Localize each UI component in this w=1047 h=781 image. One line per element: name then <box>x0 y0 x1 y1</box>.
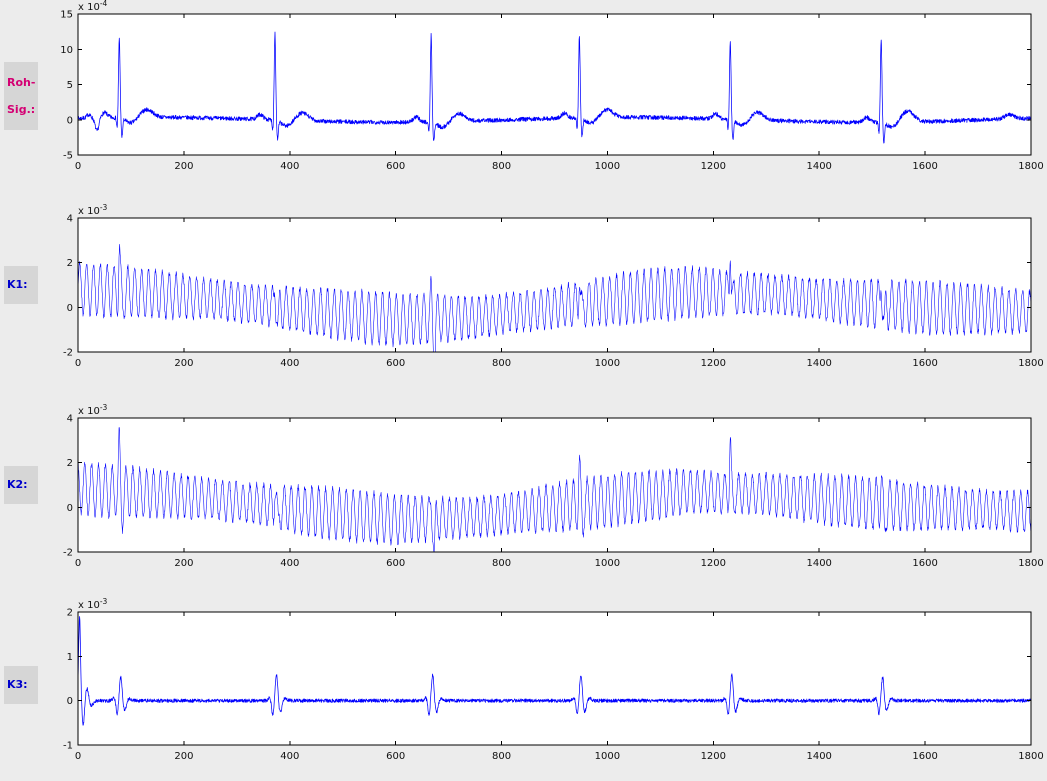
x-tick-label: 0 <box>75 751 81 762</box>
label-panel-k1: K1: <box>4 266 38 304</box>
x-tick-label: 0 <box>75 558 81 569</box>
x-tick-label: 200 <box>174 161 193 172</box>
x-tick-label: 600 <box>386 161 405 172</box>
x-tick-label: 0 <box>75 358 81 369</box>
x-tick-label: 400 <box>280 358 299 369</box>
x-tick-label: 1800 <box>1018 161 1043 172</box>
x-tick-label: 1400 <box>806 161 831 172</box>
label-k3: K3: <box>7 678 28 691</box>
y-tick-label: -2 <box>63 348 73 359</box>
x-tick-label: 600 <box>386 558 405 569</box>
plot-background <box>78 218 1031 352</box>
x-tick-label: 1000 <box>595 358 620 369</box>
y-scale-label: x 10-4 <box>78 0 108 13</box>
y-scale-label: x 10-3 <box>78 203 108 217</box>
x-tick-label: 1600 <box>912 358 937 369</box>
x-tick-label: 600 <box>386 358 405 369</box>
y-tick-label: 2 <box>67 458 73 469</box>
x-tick-label: 1600 <box>912 558 937 569</box>
signal-trace <box>78 31 1031 144</box>
y-tick-label: 10 <box>60 45 73 56</box>
y-tick-label: 0 <box>67 115 73 126</box>
x-tick-label: 800 <box>492 161 511 172</box>
x-tick-label: 1800 <box>1018 751 1043 762</box>
y-tick-label: 2 <box>67 258 73 269</box>
x-tick-label: 400 <box>280 558 299 569</box>
chart-k2: 0 200 400 600 800 1000 1200 1400 1600 1800-2024x … <box>63 403 1044 569</box>
x-tick-label: 1000 <box>595 161 620 172</box>
axis-box <box>77 611 1032 746</box>
x-tick-label: 1800 <box>1018 558 1043 569</box>
y-scale-label: x 10-3 <box>78 597 108 611</box>
x-tick-label: 1600 <box>912 161 937 172</box>
x-tick-label: 1200 <box>701 751 726 762</box>
x-tick-label: 1000 <box>595 751 620 762</box>
x-tick-label: 1200 <box>701 558 726 569</box>
chart-k1: 0 200 400 600 800 1000 1200 1400 1600 1800-2024x … <box>63 203 1044 369</box>
y-tick-label: 4 <box>67 214 73 225</box>
plot-background <box>78 418 1031 552</box>
y-tick-label: 4 <box>67 414 73 425</box>
x-tick-label: 400 <box>280 751 299 762</box>
x-tick-label: 800 <box>492 751 511 762</box>
x-tick-label: 1000 <box>595 558 620 569</box>
x-tick-label: 1400 <box>806 558 831 569</box>
label-roh-line1: Roh- <box>7 75 36 89</box>
label-k1: K1: <box>7 278 28 291</box>
x-tick-label: 0 <box>75 161 81 172</box>
axis-box <box>77 217 1032 353</box>
label-panel-roh-sig: Roh- Sig.: <box>4 62 38 130</box>
x-tick-label: 1400 <box>806 358 831 369</box>
chart-roh-signal: 0 200 400 600 800 1000 1200 1400 1600 1800-505101… <box>60 0 1043 172</box>
x-tick-label: 200 <box>174 751 193 762</box>
label-panel-k3: K3: <box>4 666 38 704</box>
plot-background <box>78 612 1031 745</box>
x-tick-label: 1800 <box>1018 358 1043 369</box>
y-tick-label: 1 <box>67 652 73 663</box>
x-tick-label: 200 <box>174 358 193 369</box>
x-tick-label: 1200 <box>701 161 726 172</box>
signal-trace <box>78 427 1031 552</box>
signal-trace <box>78 616 1031 726</box>
y-tick-label: -1 <box>63 741 73 752</box>
y-scale-label: x 10-3 <box>78 403 108 417</box>
y-tick-label: 0 <box>67 303 73 314</box>
y-tick-label: 0 <box>67 503 73 514</box>
axis-box <box>77 417 1032 553</box>
x-tick-label: 1400 <box>806 751 831 762</box>
y-tick-label: -2 <box>63 548 73 559</box>
x-tick-label: 400 <box>280 161 299 172</box>
label-k2: K2: <box>7 478 28 491</box>
x-tick-label: 1200 <box>701 358 726 369</box>
y-tick-label: -5 <box>63 151 73 162</box>
x-tick-label: 200 <box>174 558 193 569</box>
y-tick-label: 15 <box>60 10 73 21</box>
y-tick-label: 0 <box>67 696 73 707</box>
plot-background <box>78 14 1031 155</box>
x-tick-label: 800 <box>492 558 511 569</box>
y-tick-label: 5 <box>67 80 73 91</box>
y-tick-label: 2 <box>67 608 73 619</box>
x-tick-label: 1600 <box>912 751 937 762</box>
x-tick-label: 600 <box>386 751 405 762</box>
label-panel-k2: K2: <box>4 466 38 504</box>
chart-k3: 0 200 400 600 800 1000 1200 1400 1600 1800-1012x … <box>63 597 1044 762</box>
signal-trace <box>78 243 1031 352</box>
x-tick-label: 800 <box>492 358 511 369</box>
label-roh-line2: Sig.: <box>7 102 36 116</box>
